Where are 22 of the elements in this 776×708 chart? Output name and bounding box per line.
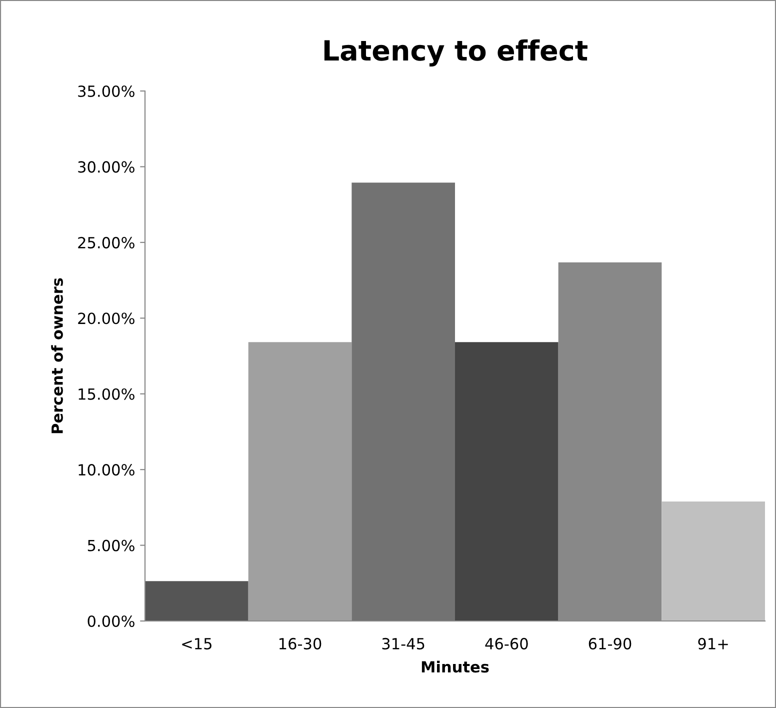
x-tick-label: 16-30: [279, 638, 322, 650]
bar: [662, 502, 765, 621]
y-tick-label: 20.00%: [78, 312, 134, 324]
x-tick-label: <15: [182, 638, 212, 650]
y-tick-label: 35.00%: [78, 85, 134, 98]
bar: [145, 581, 248, 621]
x-tick-label: 31-45: [382, 638, 424, 650]
y-tick-label: 5.00%: [88, 540, 134, 552]
y-tick-label: 10.00%: [78, 464, 134, 476]
y-tick-label: 15.00%: [78, 388, 134, 400]
x-tick-label: 46-60: [485, 638, 528, 650]
x-tick-label: 61-90: [588, 638, 632, 650]
bar: [248, 342, 352, 621]
bar: [455, 342, 558, 621]
chart-title: Latency to effect: [324, 39, 588, 66]
x-axis-title: Minutes: [422, 660, 489, 673]
y-tick-label: 30.00%: [78, 161, 134, 173]
x-tick-label: 91+: [698, 638, 728, 650]
y-tick-label: 0.00%: [88, 615, 134, 628]
bar: [352, 182, 455, 621]
y-tick-label: 25.00%: [78, 236, 134, 248]
y-axis-title: Percent of owners: [51, 278, 63, 434]
